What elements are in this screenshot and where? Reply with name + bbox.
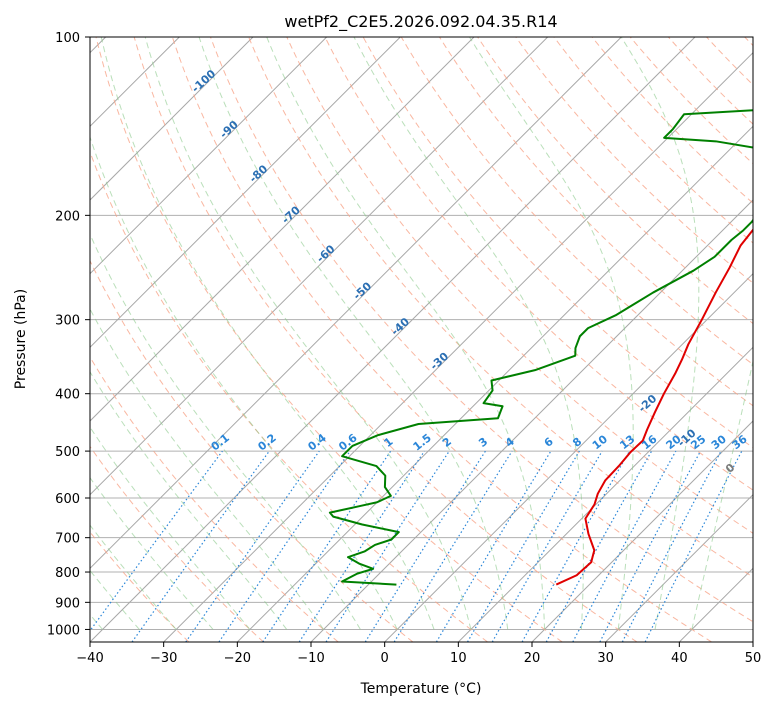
dry-adiabat-line bbox=[629, 37, 753, 165]
mixing-ratio-line bbox=[218, 450, 351, 642]
mixing-ratio-line bbox=[521, 450, 631, 642]
dry-adiabat-lines bbox=[90, 37, 753, 642]
x-tick-label: 20 bbox=[524, 651, 541, 666]
plot-area: 0.1 0.2 0.4 0.6 1 1.5 2 3 4 6 8 10 13 16 20 25 30 36-100-… bbox=[90, 37, 753, 642]
dry-adiabat-line bbox=[248, 37, 753, 578]
moist-adiabat-line bbox=[620, 37, 700, 630]
isotherm-line bbox=[90, 37, 622, 570]
isotherm-line bbox=[605, 493, 753, 642]
moist-adiabat-line bbox=[266, 37, 546, 630]
y-tick-label: 300 bbox=[55, 314, 80, 329]
y-tick-label: 600 bbox=[55, 492, 80, 507]
x-tick-label: −30 bbox=[150, 651, 177, 666]
dry-adiabat-line bbox=[90, 259, 414, 642]
isobar-grid bbox=[90, 37, 753, 630]
temperature-line bbox=[555, 228, 753, 586]
x-tick-label: −40 bbox=[76, 651, 103, 666]
dry-adiabat-line bbox=[591, 37, 753, 204]
moist-adiabat-line bbox=[198, 37, 509, 630]
isotherm-line bbox=[90, 37, 549, 496]
dry-adiabat-line bbox=[515, 37, 753, 284]
y-tick-label: 900 bbox=[55, 596, 80, 611]
x-tick-label: 0 bbox=[381, 651, 389, 666]
x-tick-label: 50 bbox=[745, 651, 762, 666]
dry-adiabat-line bbox=[324, 37, 753, 491]
moist-adiabat-line bbox=[90, 426, 251, 630]
mixing-ratio-lines bbox=[90, 450, 743, 642]
moist-adiabat-line bbox=[691, 358, 753, 630]
isotherm-line bbox=[90, 37, 254, 201]
isotherm-line bbox=[236, 125, 753, 642]
dry-adiabat-line bbox=[362, 37, 753, 449]
y-axis-label: Pressure (hPa) bbox=[13, 289, 29, 389]
mixing-ratio-line bbox=[435, 450, 552, 642]
moist-adiabat-line bbox=[90, 308, 324, 630]
isotherm-line bbox=[90, 37, 696, 642]
mixing-ratio-line bbox=[466, 450, 580, 642]
isotherm-line bbox=[457, 346, 753, 642]
moist-adiabat-lines bbox=[90, 37, 753, 630]
moist-adiabat-line bbox=[90, 569, 140, 630]
mixing-ratio-line bbox=[393, 450, 513, 642]
moist-adiabat-line bbox=[90, 233, 361, 630]
y-tick-label: 100 bbox=[55, 31, 80, 46]
chart-title: wetPf2_C2E5.2026.092.04.35.R14 bbox=[284, 12, 557, 32]
dry-adiabat-line bbox=[400, 37, 753, 407]
y-tick-label: 200 bbox=[55, 209, 80, 224]
dewpoint-line bbox=[328, 109, 753, 586]
mixing-ratio-line bbox=[131, 450, 270, 642]
isotherm-line bbox=[90, 37, 475, 422]
moist-adiabat-line bbox=[100, 37, 435, 630]
mixing-ratio-line bbox=[491, 450, 603, 642]
isotherm-grid bbox=[90, 37, 753, 642]
y-axis-ticks: 100 200 300 400 500 600 700 800 900 1000 bbox=[47, 31, 90, 638]
isotherm-line bbox=[384, 272, 753, 642]
isotherm-line bbox=[531, 420, 753, 642]
mixing-ratio-line bbox=[364, 450, 486, 642]
moist-adiabat-line bbox=[469, 37, 634, 630]
isotherm-line bbox=[90, 37, 328, 275]
y-tick-label: 500 bbox=[55, 445, 80, 460]
x-tick-label: 30 bbox=[597, 651, 614, 666]
mixing-ratio-line bbox=[325, 450, 450, 642]
mixing-ratio-line bbox=[545, 450, 653, 642]
x-axis-label: Temperature (°C) bbox=[360, 681, 482, 697]
x-tick-label: 40 bbox=[671, 651, 688, 666]
y-tick-label: 800 bbox=[55, 566, 80, 581]
dry-adiabat-line bbox=[477, 37, 753, 325]
isotherm-line bbox=[90, 37, 401, 349]
x-tick-label: 10 bbox=[450, 651, 467, 666]
moist-adiabat-line bbox=[90, 135, 398, 630]
y-tick-label: 400 bbox=[55, 388, 80, 403]
dry-adiabat-line bbox=[133, 37, 638, 642]
dry-adiabat-line bbox=[90, 445, 264, 642]
dry-adiabat-line bbox=[95, 37, 563, 642]
y-tick-label: 1000 bbox=[47, 623, 80, 638]
series-lines bbox=[328, 109, 753, 586]
moist-adiabat-line bbox=[90, 524, 177, 630]
mixing-ratio-line bbox=[185, 450, 320, 642]
mixing-ratio-line bbox=[572, 450, 677, 642]
mixing-ratio-line bbox=[90, 450, 223, 632]
dry-adiabat-line bbox=[171, 37, 712, 642]
x-axis-ticks: −40 −30 −20 −10 0 10 20 30 40 50 bbox=[76, 642, 761, 666]
dry-adiabat-line bbox=[210, 37, 753, 623]
moist-adiabat-line bbox=[144, 37, 472, 630]
y-tick-label: 700 bbox=[55, 532, 80, 547]
moist-adiabat-line bbox=[90, 370, 288, 630]
x-tick-label: −20 bbox=[224, 651, 251, 666]
moist-adiabat-line bbox=[90, 476, 214, 630]
moist-adiabat-line bbox=[353, 37, 584, 630]
x-tick-label: −10 bbox=[297, 651, 324, 666]
plot-frame bbox=[89, 36, 754, 643]
